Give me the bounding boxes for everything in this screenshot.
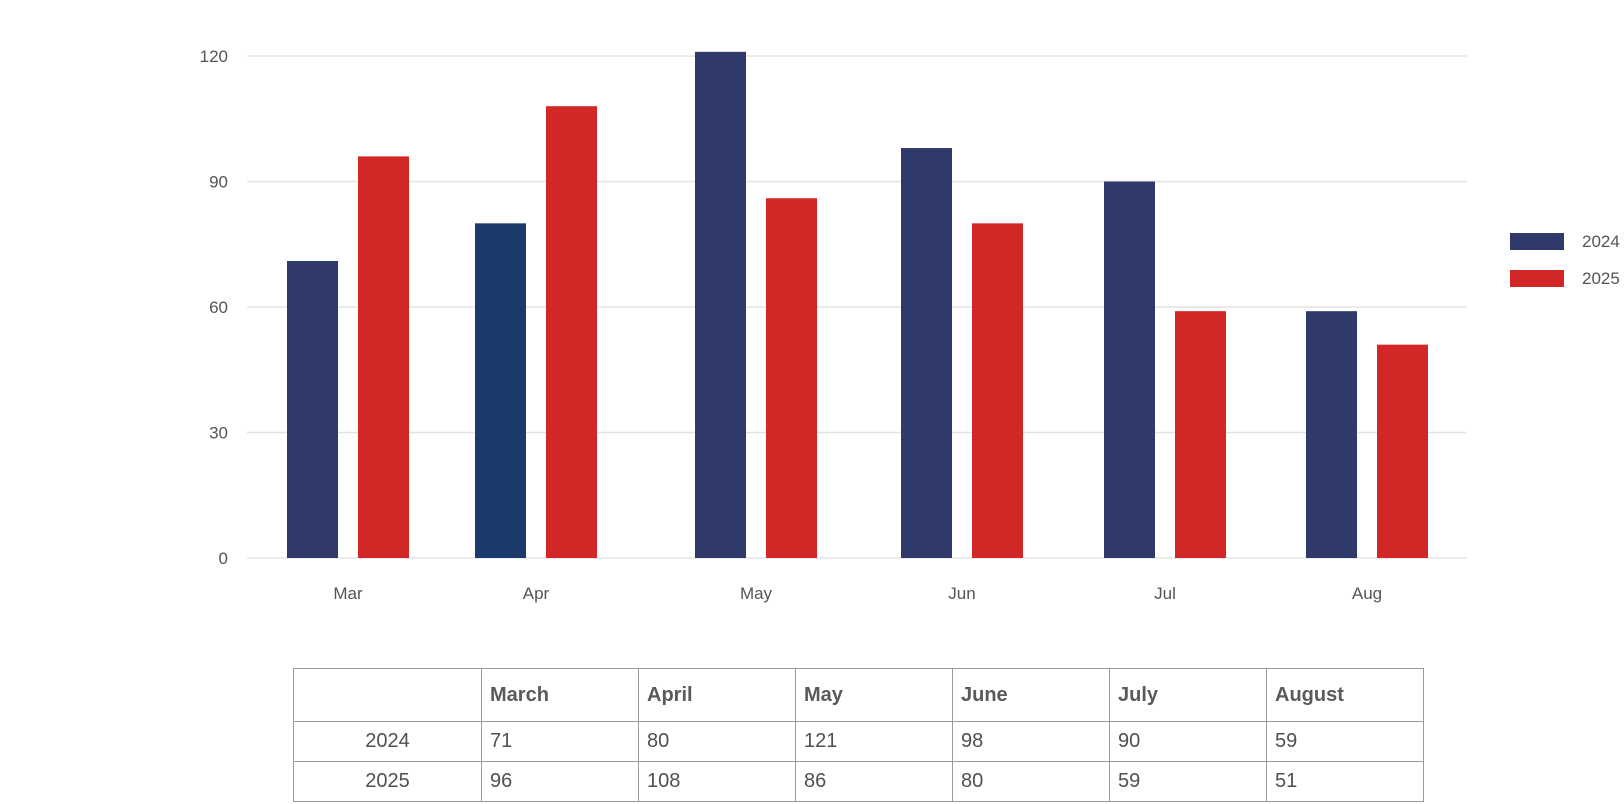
table-row-label: 2025 (293, 761, 482, 802)
table-header-cell: June (952, 668, 1110, 722)
table-header-cell: May (795, 668, 953, 722)
bar-2025-jul (1175, 311, 1226, 558)
table-row-label: 2024 (293, 721, 482, 762)
table-cell: 96 (481, 761, 639, 802)
table-cell: 71 (481, 721, 639, 762)
x-tick-label: Apr (523, 584, 550, 603)
table-row: 2024 71 80 121 98 90 59 (293, 721, 1424, 762)
table-cell: 108 (638, 761, 796, 802)
table-header-cell: April (638, 668, 796, 722)
table-cell: 80 (638, 721, 796, 762)
bar-2024-apr (475, 223, 526, 559)
table-header-cell: March (481, 668, 639, 722)
table-row: 2025 96 108 86 80 59 51 (293, 761, 1424, 802)
bar-2024-mar (287, 260, 338, 558)
table-cell: 51 (1266, 761, 1424, 802)
table-header-corner (293, 668, 482, 722)
x-tick-label: Jun (948, 584, 975, 603)
table-cell: 98 (952, 721, 1110, 762)
bar-2024-jul (1104, 181, 1155, 558)
table-cell: 59 (1109, 761, 1267, 802)
legend-label: 2025 (1582, 269, 1620, 288)
x-tick-label: Aug (1352, 584, 1382, 603)
x-tick-label: Mar (333, 584, 363, 603)
bar-2024-may (695, 51, 746, 559)
y-tick-label: 0 (219, 549, 228, 568)
table-cell: 121 (795, 721, 953, 762)
table-cell: 86 (795, 761, 953, 802)
data-table: March April May June July August 2024 71… (293, 668, 1424, 802)
y-tick-label: 120 (200, 47, 228, 66)
bar-2024-aug (1306, 311, 1357, 558)
legend-swatch-2025 (1510, 270, 1564, 287)
y-tick-label: 60 (209, 298, 228, 317)
bar-2025-aug (1377, 344, 1428, 558)
bar-2025-mar (358, 156, 409, 558)
table-header-cell: July (1109, 668, 1267, 722)
bar-2025-apr (546, 106, 597, 558)
x-tick-label: May (740, 584, 773, 603)
bar-2025-jun (972, 223, 1023, 559)
table-header-row: March April May June July August (293, 668, 1424, 722)
legend-label: 2024 (1582, 232, 1620, 251)
bar-2025-may (766, 198, 817, 558)
table-header-cell: August (1266, 668, 1424, 722)
bar-2024-jun (901, 148, 952, 559)
y-tick-label: 90 (209, 173, 228, 192)
table-cell: 80 (952, 761, 1110, 802)
bar-chart: 0 30 60 90 120 Mar Apr May Jun Jul Aug 2024 2025 (200, 47, 1620, 603)
legend-swatch-2024 (1510, 233, 1564, 250)
table-cell: 90 (1109, 721, 1267, 762)
x-tick-label: Jul (1154, 584, 1176, 603)
table-cell: 59 (1266, 721, 1424, 762)
y-tick-label: 30 (209, 424, 228, 443)
